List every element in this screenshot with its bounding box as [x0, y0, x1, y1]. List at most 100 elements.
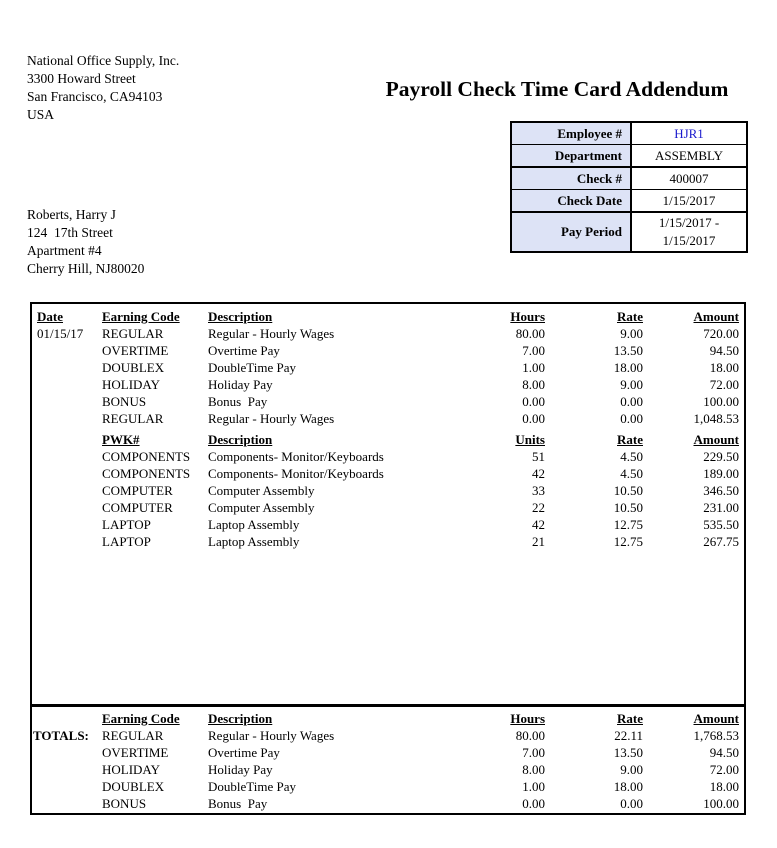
totals-amount-cell: 72.00: [709, 762, 739, 777]
employee-address-line: Apartment #4: [27, 243, 102, 258]
earnings-amount-cell: 1,048.53: [693, 411, 740, 426]
earnings-row: DOUBLEX DoubleTime Pay 1.00 18.00 18.00: [32, 359, 744, 376]
totals-code-cell: OVERTIME: [102, 745, 169, 760]
employee-info-label: Employee #: [512, 123, 632, 144]
earnings-rate-cell: 9.00: [620, 326, 643, 341]
totals-label-cell: [32, 778, 102, 795]
totals-amount-cell: 100.00: [703, 796, 739, 811]
earnings-row: 01/15/17 REGULAR Regular - Hourly Wages …: [32, 325, 744, 342]
earnings-row: OVERTIME Overtime Pay 7.00 13.50 94.50: [32, 342, 744, 359]
piecework-description-cell: Laptop Assembly: [208, 517, 300, 532]
piecework-units-cell: 22: [532, 500, 545, 515]
totals-header-description: Description: [208, 711, 273, 726]
piecework-date-cell: [32, 533, 102, 550]
piecework-description-cell: Computer Assembly: [208, 500, 315, 515]
time-card-report-box: Date Earning Code Description Hours Rate…: [30, 302, 746, 815]
piecework-description-cell: Computer Assembly: [208, 483, 315, 498]
earnings-hours-cell: 0.00: [522, 394, 545, 409]
employee-address-line: Roberts, Harry J: [27, 207, 116, 222]
employee-info-row: Check # 400007: [512, 168, 746, 190]
piecework-units-cell: 51: [532, 449, 545, 464]
earnings-date-cell: [32, 359, 102, 376]
totals-description-cell: Bonus Pay: [208, 796, 268, 811]
earnings-hours-cell: 0.00: [522, 411, 545, 426]
piecework-rate-cell: 10.50: [613, 500, 643, 515]
piecework-table: PWK# Description Units Rate Amount COMPO…: [32, 431, 744, 550]
totals-row: BONUS Bonus Pay 0.00 0.00 100.00: [32, 795, 744, 812]
piecework-pwk-cell: COMPONENTS: [102, 466, 191, 481]
totals-description-cell: Regular - Hourly Wages: [208, 728, 335, 743]
employee-address-line: 124 17th Street: [27, 225, 113, 240]
earnings-hours-cell: 80.00: [515, 326, 545, 341]
earnings-date-cell: [32, 393, 102, 410]
earnings-description-cell: Regular - Hourly Wages: [208, 326, 335, 341]
totals-hours-cell: 7.00: [522, 745, 545, 760]
earnings-header-hours: Hours: [510, 309, 545, 324]
piecework-date-cell: [32, 499, 102, 516]
company-address-line: 3300 Howard Street: [27, 71, 136, 86]
earnings-code-cell: REGULAR: [102, 326, 164, 341]
totals-rate-cell: 18.00: [613, 779, 643, 794]
earnings-hours-cell: 7.00: [522, 343, 545, 358]
employee-info-label: Department: [512, 145, 632, 166]
piecework-amount-cell: 346.50: [703, 483, 739, 498]
totals-header-row: Earning Code Description Hours Rate Amou…: [32, 710, 744, 727]
piecework-rate-cell: 12.75: [613, 517, 643, 532]
employee-info-row: Department ASSEMBLY: [512, 145, 746, 168]
employee-info-table: Employee # HJR1 Department ASSEMBLY Chec…: [510, 121, 748, 253]
detail-section: Date Earning Code Description Hours Rate…: [32, 304, 744, 704]
earnings-rate-cell: 0.00: [620, 394, 643, 409]
piecework-pwk-cell: LAPTOP: [102, 517, 151, 532]
totals-row: TOTALS: REGULAR Regular - Hourly Wages 8…: [32, 727, 744, 744]
employee-info-label: Pay Period: [512, 213, 632, 251]
piecework-amount-cell: 231.00: [703, 500, 739, 515]
earnings-date-cell: 01/15/17: [37, 326, 84, 341]
totals-row: DOUBLEX DoubleTime Pay 1.00 18.00 18.00: [32, 778, 744, 795]
totals-rate-cell: 9.00: [620, 762, 643, 777]
earnings-date-cell: [32, 342, 102, 359]
piecework-row: LAPTOP Laptop Assembly 42 12.75 535.50: [32, 516, 744, 533]
totals-description-cell: DoubleTime Pay: [208, 779, 296, 794]
totals-code-cell: BONUS: [102, 796, 147, 811]
earnings-row: REGULAR Regular - Hourly Wages 0.00 0.00…: [32, 410, 744, 427]
totals-code-cell: REGULAR: [102, 728, 164, 743]
totals-label-cell: [32, 744, 102, 761]
totals-section: Earning Code Description Hours Rate Amou…: [32, 704, 744, 813]
earnings-header-date: Date: [37, 309, 63, 324]
employee-info-label: Check #: [512, 168, 632, 189]
earnings-hours-cell: 8.00: [522, 377, 545, 392]
piecework-row: COMPONENTS Components- Monitor/Keyboards…: [32, 465, 744, 482]
totals-amount-cell: 18.00: [709, 779, 739, 794]
totals-amount-cell: 1,768.53: [693, 728, 740, 743]
piecework-units-cell: 33: [532, 483, 545, 498]
piecework-pwk-cell: LAPTOP: [102, 534, 151, 549]
totals-hours-cell: 1.00: [522, 779, 545, 794]
piecework-row: COMPUTER Computer Assembly 33 10.50 346.…: [32, 482, 744, 499]
earnings-header-rate: Rate: [617, 309, 643, 324]
piecework-header-units: Units: [515, 432, 545, 447]
earnings-rate-cell: 9.00: [620, 377, 643, 392]
earnings-amount-cell: 100.00: [703, 394, 739, 409]
earnings-amount-cell: 18.00: [709, 360, 739, 375]
earnings-amount-cell: 720.00: [703, 326, 739, 341]
earnings-code-cell: DOUBLEX: [102, 360, 165, 375]
piecework-date-cell: [32, 516, 102, 533]
earnings-table: Date Earning Code Description Hours Rate…: [32, 308, 744, 427]
company-address-line: San Francisco, CA94103: [27, 89, 163, 104]
employee-info-value: 1/15/2017 - 1/15/2017: [658, 215, 720, 248]
earnings-code-cell: BONUS: [102, 394, 147, 409]
company-address-line: National Office Supply, Inc.: [27, 53, 180, 68]
earnings-amount-cell: 72.00: [709, 377, 739, 392]
employee-info-row: Employee # HJR1: [512, 123, 746, 145]
piecework-header-pwk: PWK#: [102, 432, 140, 447]
totals-hours-cell: 80.00: [515, 728, 545, 743]
piecework-amount-cell: 535.50: [703, 517, 739, 532]
earnings-header-code: Earning Code: [102, 309, 180, 324]
totals-row: OVERTIME Overtime Pay 7.00 13.50 94.50: [32, 744, 744, 761]
earnings-description-cell: Regular - Hourly Wages: [208, 411, 335, 426]
totals-label-cell: TOTALS:: [33, 728, 89, 743]
totals-table: Earning Code Description Hours Rate Amou…: [32, 710, 744, 812]
piecework-row: LAPTOP Laptop Assembly 21 12.75 267.75: [32, 533, 744, 550]
earnings-code-cell: HOLIDAY: [102, 377, 161, 392]
earnings-date-cell: [32, 410, 102, 427]
